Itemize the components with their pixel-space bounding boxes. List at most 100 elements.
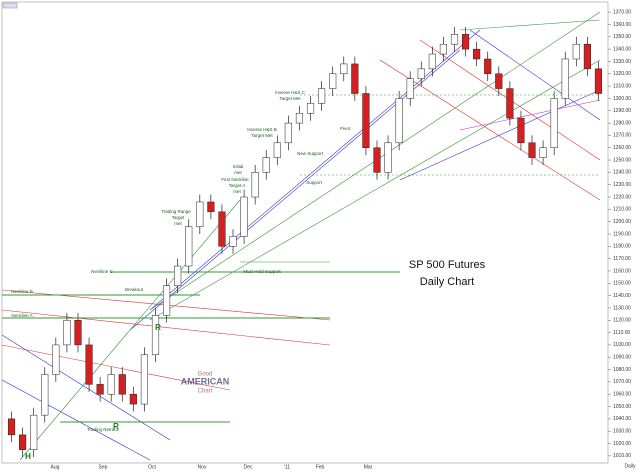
candle-body <box>450 34 459 45</box>
candle-body <box>484 58 492 75</box>
candle <box>229 229 237 254</box>
y-tick-label: 1310.00 <box>613 83 631 89</box>
candle-body <box>561 58 569 99</box>
candle <box>340 56 348 82</box>
trendline <box>1 344 231 391</box>
y-tick-label: 1360.00 <box>613 22 631 28</box>
annotation: Target Met <box>279 96 301 101</box>
y-tick-label: 1040.00 <box>613 416 631 422</box>
candle <box>19 427 27 458</box>
annotation: met <box>233 189 241 194</box>
candle-body <box>174 265 182 287</box>
candle <box>484 51 492 82</box>
plot-frame <box>1 1 609 464</box>
candle-body <box>30 414 38 450</box>
candle-body <box>74 320 82 346</box>
candle-body <box>495 73 503 89</box>
y-tick-label: 1290.00 <box>613 108 631 114</box>
candle <box>506 81 514 126</box>
trendline <box>19 199 241 461</box>
candle-body <box>473 48 481 60</box>
candle-body <box>207 201 215 213</box>
candle <box>118 367 126 402</box>
candle-body <box>63 320 71 346</box>
chart-title: SP 500 Futures <box>409 259 486 271</box>
y-tick-label: 1250.00 <box>613 157 631 163</box>
y-tick-label: 1080.00 <box>613 367 631 373</box>
candle-body <box>340 63 348 75</box>
candle-body <box>417 68 425 79</box>
x-tick-label: Dec <box>244 464 253 470</box>
y-tick-label: 1220.00 <box>613 194 631 200</box>
annotation: R <box>113 422 119 431</box>
y-tick-label: 1200.00 <box>613 219 631 225</box>
candle <box>41 367 49 423</box>
annotation: Initial <box>233 164 244 169</box>
candle <box>284 115 292 151</box>
candle-body <box>107 374 115 395</box>
y-tick-label: 1090.00 <box>613 355 631 361</box>
annotation: Target Met <box>251 133 273 138</box>
candle-body <box>262 157 270 173</box>
annotation: H <box>25 452 31 461</box>
y-tick-label: 1190.00 <box>613 231 631 237</box>
y-tick-label: 1260.00 <box>613 145 631 151</box>
candle <box>273 135 281 165</box>
candle <box>528 135 536 165</box>
candle <box>395 91 403 151</box>
candle <box>107 367 115 402</box>
candle <box>240 189 248 244</box>
candle <box>207 194 215 220</box>
annotation: Pivot <box>340 126 351 131</box>
candle <box>583 36 591 77</box>
candle-body <box>284 122 292 144</box>
candle-body <box>406 78 414 99</box>
annotation: Must Hold Support <box>243 269 281 274</box>
candle <box>473 41 481 67</box>
annotation: Neckline B <box>11 289 33 294</box>
candle-body <box>517 117 525 144</box>
candle-body <box>151 315 160 356</box>
candle <box>318 81 326 111</box>
y-tick-label: 1370.00 <box>613 9 631 15</box>
candle <box>163 278 171 323</box>
trendline <box>149 59 601 321</box>
annotation: Neckline C <box>91 269 114 274</box>
x-tick-label: Feb <box>316 464 325 470</box>
candle <box>517 110 525 151</box>
candle <box>295 105 304 131</box>
annotation: R <box>155 323 161 332</box>
candle <box>52 337 60 382</box>
trendlines <box>1 11 601 461</box>
annotation: Neckline A <box>11 313 32 318</box>
candle <box>151 307 160 363</box>
candle <box>30 407 38 458</box>
trendline <box>1 379 151 461</box>
trendline <box>149 29 481 311</box>
candle-body <box>351 63 359 94</box>
candle <box>262 150 270 180</box>
candle <box>539 140 547 165</box>
toolbar-icon <box>2 2 18 9</box>
trendline <box>459 19 601 31</box>
candle <box>96 376 104 402</box>
x-tick-label: Nov <box>198 464 207 470</box>
y-tick-label: 1060.00 <box>613 392 631 398</box>
candle <box>450 26 459 52</box>
candle-body <box>462 34 470 50</box>
candle-body <box>41 374 49 416</box>
watermark: Good AMERICAN Chart <box>181 372 230 395</box>
y-tick-label: 1120.00 <box>613 318 631 324</box>
annotation: Trading Range <box>161 209 191 214</box>
trendline <box>469 29 601 121</box>
candle-body <box>594 68 603 94</box>
candle <box>362 86 370 156</box>
annotation: New Support <box>297 151 324 156</box>
y-tick-label: 1130.00 <box>613 305 631 311</box>
candle <box>140 347 148 412</box>
candle <box>550 91 558 156</box>
x-tick-label: Sep <box>99 464 108 470</box>
candle <box>306 95 315 121</box>
candle-body <box>19 434 27 450</box>
